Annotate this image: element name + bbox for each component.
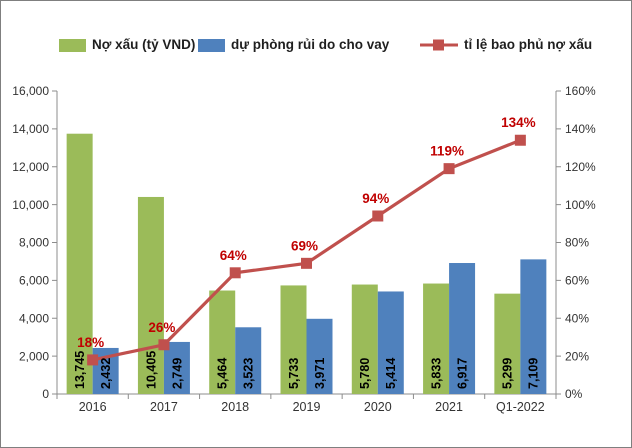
legend-line-marker-svg bbox=[420, 39, 458, 51]
coverage-marker-2016 bbox=[87, 354, 99, 366]
bar-label-du-phong-2016: 2,432 bbox=[99, 358, 113, 389]
coverage-marker-2017 bbox=[158, 339, 170, 351]
bar-no-xau-Q1-2022 bbox=[494, 293, 521, 394]
x-axis-category-label: 2016 bbox=[79, 400, 107, 414]
coverage-label-2021: 119% bbox=[430, 144, 464, 159]
bar-no-xau-2020 bbox=[351, 284, 378, 394]
bar-label-du-phong-2017: 2,749 bbox=[170, 358, 184, 389]
legend-item-no-xau: Nợ xấu (tỷ VND) bbox=[59, 37, 195, 53]
legend-line-marker-icon bbox=[420, 38, 458, 52]
left-axis-tick-label: 2,000 bbox=[19, 349, 49, 363]
legend-label-du-phong: dự phòng rủi do cho vay bbox=[231, 37, 390, 52]
bar-du-phong-Q1-2022 bbox=[520, 259, 547, 394]
coverage-label-2016: 18% bbox=[77, 335, 104, 350]
left-axis-tick-label: 16,000 bbox=[12, 84, 49, 98]
left-axis-tick-label: 14,000 bbox=[12, 122, 49, 136]
coverage-label-2018: 64% bbox=[220, 248, 247, 263]
bar-label-du-phong-2019: 3,971 bbox=[313, 358, 327, 389]
right-axis-tick-label: 60% bbox=[565, 274, 589, 288]
right-axis-tick-label: 20% bbox=[565, 349, 589, 363]
legend-item-ti-le: tỉ lệ bao phủ nợ xấu bbox=[420, 37, 592, 53]
coverage-marker-2020 bbox=[372, 210, 384, 222]
bar-no-xau-2021 bbox=[423, 283, 450, 394]
bar-no-xau-2018 bbox=[209, 290, 236, 394]
right-axis-tick-label: 0% bbox=[565, 387, 583, 401]
bar-label-du-phong-2020: 5,414 bbox=[384, 358, 398, 389]
bar-label-no-xau-Q1-2022: 5,299 bbox=[501, 358, 515, 389]
bar-du-phong-2017 bbox=[163, 341, 190, 394]
coverage-label-Q1-2022: 134% bbox=[501, 115, 536, 130]
coverage-marker-2021 bbox=[443, 163, 455, 175]
bar-du-phong-2018 bbox=[235, 327, 262, 394]
bar-label-no-xau-2019: 5,733 bbox=[287, 358, 301, 389]
left-axis-tick-label: 12,000 bbox=[12, 160, 49, 174]
coverage-label-2020: 94% bbox=[362, 191, 389, 206]
bar-label-du-phong-Q1-2022: 7,109 bbox=[527, 358, 541, 389]
right-axis-tick-label: 140% bbox=[565, 122, 596, 136]
legend-swatch-green bbox=[59, 38, 86, 52]
left-axis-tick-label: 8,000 bbox=[19, 236, 49, 250]
right-axis-tick-label: 120% bbox=[565, 160, 596, 174]
bar-label-du-phong-2021: 6,917 bbox=[455, 358, 469, 389]
left-axis-tick-label: 4,000 bbox=[19, 311, 49, 325]
right-axis-tick-label: 40% bbox=[565, 311, 589, 325]
legend-swatch-blue bbox=[198, 38, 225, 52]
chart-legend: Nợ xấu (tỷ VND) dự phòng rủi do cho vay … bbox=[1, 37, 631, 57]
x-axis-category-label: 2021 bbox=[435, 400, 463, 414]
x-axis-category-label: Q1-2022 bbox=[496, 400, 545, 414]
right-axis-tick-label: 160% bbox=[565, 84, 596, 98]
right-axis-tick-label: 100% bbox=[565, 198, 596, 212]
x-axis-category-label: 2017 bbox=[150, 400, 178, 414]
bar-label-no-xau-2016: 13,745 bbox=[73, 351, 87, 389]
bar-label-no-xau-2021: 5,833 bbox=[429, 358, 443, 389]
coverage-marker-2019 bbox=[301, 257, 312, 269]
left-axis-tick-label: 0 bbox=[42, 387, 49, 401]
left-axis-tick-label: 10,000 bbox=[12, 198, 49, 212]
x-axis-category-label: 2020 bbox=[364, 400, 392, 414]
coverage-marker-Q1-2022 bbox=[514, 134, 526, 146]
x-axis-category-label: 2018 bbox=[221, 400, 249, 414]
legend-label-no-xau: Nợ xấu (tỷ VND) bbox=[92, 37, 196, 52]
x-axis-category-label: 2019 bbox=[293, 400, 321, 414]
bar-label-du-phong-2018: 3,523 bbox=[242, 358, 256, 389]
bar-label-no-xau-2018: 5,464 bbox=[216, 358, 230, 389]
coverage-label-2017: 26% bbox=[148, 320, 175, 335]
bar-label-no-xau-2017: 10,405 bbox=[144, 351, 158, 389]
bar-du-phong-2019 bbox=[306, 318, 333, 394]
bar-du-phong-2021 bbox=[449, 263, 476, 394]
coverage-label-2019: 69% bbox=[291, 238, 318, 253]
bar-no-xau-2019 bbox=[280, 285, 307, 394]
legend-item-du-phong: dự phòng rủi do cho vay bbox=[198, 37, 389, 53]
legend-label-ti-le: tỉ lệ bao phủ nợ xấu bbox=[464, 37, 593, 52]
bar-du-phong-2020 bbox=[377, 291, 404, 394]
bar-no-xau-2017 bbox=[137, 196, 164, 394]
coverage-marker-2018 bbox=[229, 267, 241, 279]
left-axis-tick-label: 6,000 bbox=[19, 274, 49, 288]
bar-no-xau-2016 bbox=[66, 133, 93, 395]
bar-label-no-xau-2020: 5,780 bbox=[358, 358, 372, 389]
right-axis-tick-label: 80% bbox=[565, 236, 589, 250]
